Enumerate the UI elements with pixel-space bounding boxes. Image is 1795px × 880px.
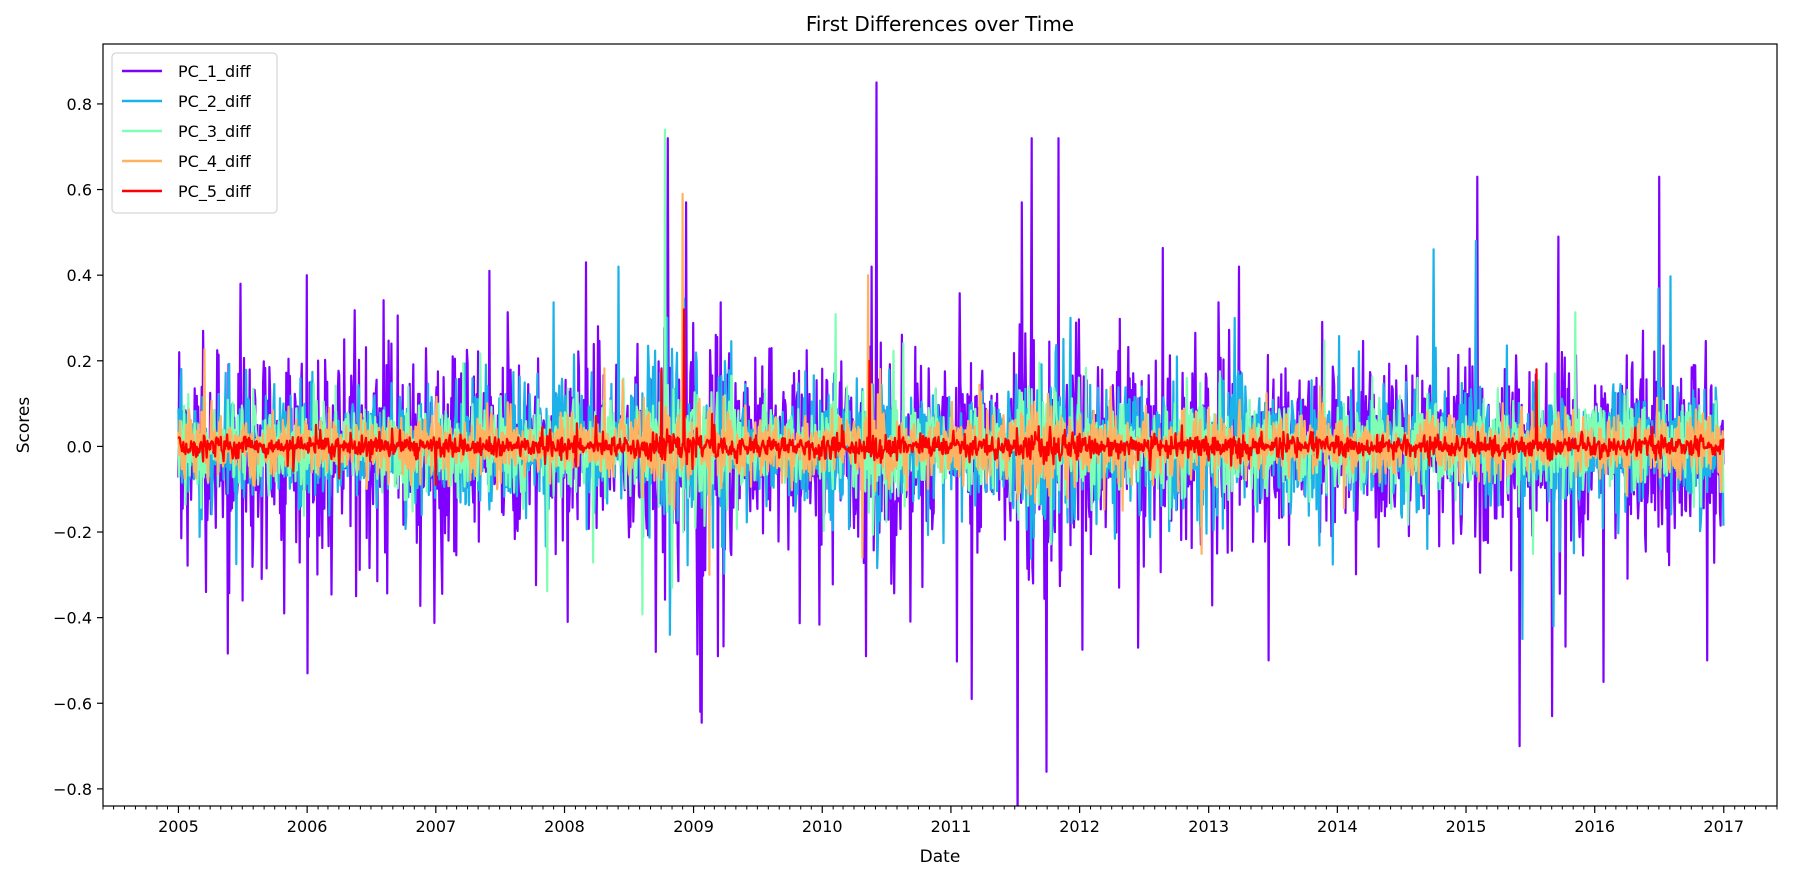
- x-tick-label: 2005: [158, 817, 199, 836]
- y-tick-label: 0.0: [67, 437, 92, 456]
- x-tick-label: 2013: [1188, 817, 1229, 836]
- y-tick-label: 0.8: [67, 95, 92, 114]
- x-tick-label: 2011: [931, 817, 972, 836]
- x-tick-label: 2009: [673, 817, 714, 836]
- legend-label: PC_1_diff: [178, 62, 252, 82]
- x-axis: 2005 2006 2007 2008 2009 2010 2011 2012 2013 2014…: [102, 806, 1778, 836]
- x-tick-label: 2006: [287, 817, 328, 836]
- y-axis-label: Scores: [14, 397, 34, 454]
- y-tick-label: −0.8: [53, 780, 92, 799]
- y-tick-label: 0.4: [67, 266, 92, 285]
- x-tick-label: 2015: [1446, 817, 1487, 836]
- x-tick-label: 2008: [544, 817, 585, 836]
- x-tick-label: 2007: [415, 817, 456, 836]
- x-tick-label: 2014: [1317, 817, 1358, 836]
- y-tick-label: −0.6: [53, 694, 92, 713]
- x-tick-label: 2016: [1574, 817, 1615, 836]
- y-tick-label: −0.4: [53, 609, 92, 628]
- series-line-pc-5-diff: [177, 308, 1725, 486]
- y-tick-label: 0.2: [67, 352, 92, 371]
- x-tick-label: 2012: [1059, 817, 1100, 836]
- y-tick-label: 0.6: [67, 181, 92, 200]
- chart-title: First Differences over Time: [806, 12, 1074, 36]
- y-axis: 0.8 0.6 0.4 0.2 0.0 −0.2 −0.4 −0.6 −0.8: [53, 95, 103, 799]
- legend-label: PC_4_diff: [178, 152, 252, 172]
- x-tick-label: 2010: [802, 817, 843, 836]
- legend-label: PC_3_diff: [178, 122, 252, 142]
- plot-area: [177, 81, 1725, 806]
- legend-box: [111, 52, 278, 214]
- legend-label: PC_5_diff: [178, 182, 252, 202]
- x-tick-label: 2017: [1703, 817, 1744, 836]
- legend: PC_1_diff PC_2_diff PC_3_diff PC_4_diff PC_5…: [111, 52, 278, 214]
- x-axis-label: Date: [920, 847, 961, 867]
- y-tick-label: −0.2: [53, 523, 92, 542]
- legend-label: PC_2_diff: [178, 92, 252, 112]
